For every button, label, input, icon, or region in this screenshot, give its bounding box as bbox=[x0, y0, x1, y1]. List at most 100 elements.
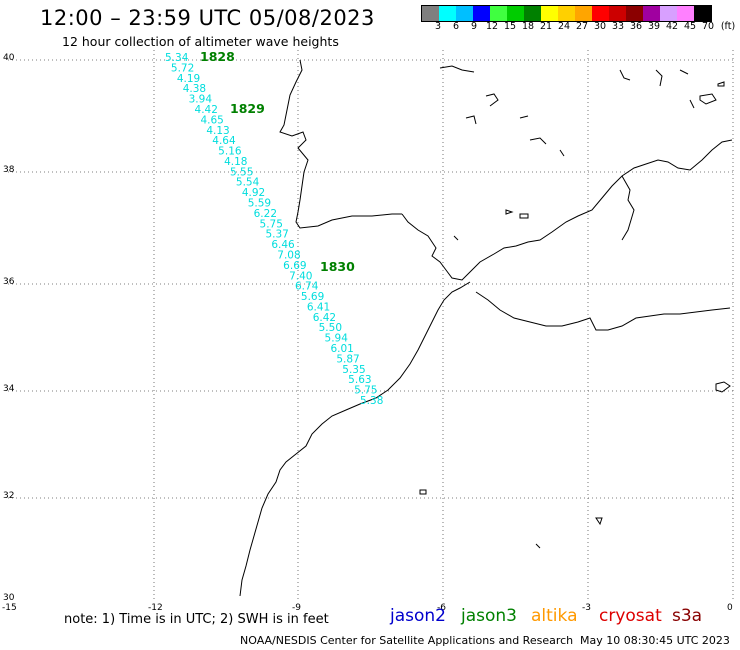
lat-label: 30 bbox=[3, 593, 15, 603]
coast-frag-4 bbox=[519, 115, 529, 119]
lat-label: 36 bbox=[3, 277, 15, 287]
wave-height-value: 5.63 bbox=[348, 374, 371, 386]
time-label: 1830 bbox=[320, 259, 355, 274]
coast-portugal bbox=[279, 59, 402, 229]
wave-height-value: 4.38 bbox=[183, 83, 206, 95]
colorbar-swatch bbox=[694, 6, 711, 21]
wave-height-value: 3.94 bbox=[189, 94, 213, 106]
wave-height-value: 4.19 bbox=[177, 73, 200, 85]
lon-label: -12 bbox=[148, 603, 163, 613]
wave-height-value: 5.34 bbox=[165, 52, 189, 64]
coast-frag-8 bbox=[619, 69, 631, 81]
colorbar-swatch bbox=[473, 6, 490, 21]
colorbar-tick: 15 bbox=[503, 21, 517, 32]
coast-frag-15 bbox=[453, 235, 459, 241]
lat-lon-grid bbox=[8, 50, 734, 600]
colorbar-swatch bbox=[541, 6, 558, 21]
wave-height-value: 5.35 bbox=[342, 364, 365, 376]
coast-spain-south bbox=[401, 139, 733, 281]
colorbar-tick: (ft) bbox=[720, 21, 736, 32]
time-label: 1829 bbox=[230, 101, 265, 116]
colorbar-tick: 39 bbox=[647, 21, 661, 32]
coastline bbox=[239, 59, 733, 597]
island-1 bbox=[505, 209, 514, 215]
footer-note: note: 1) Time is in UTC; 2) SWH is in fe… bbox=[64, 612, 329, 627]
wave-height-value: 4.18 bbox=[224, 156, 247, 168]
satellite-label-altika: altika bbox=[531, 606, 578, 626]
wave-height-value: 5.37 bbox=[265, 229, 288, 241]
colorbar-swatch bbox=[507, 6, 524, 21]
wave-height-value: 6.01 bbox=[330, 343, 353, 355]
wave-height-value: 5.75 bbox=[354, 385, 377, 397]
wave-height-value: 5.94 bbox=[325, 333, 349, 345]
lat-label: 32 bbox=[3, 491, 15, 501]
colorbar-tick: 3 bbox=[434, 21, 442, 32]
wave-height-value: 5.54 bbox=[236, 177, 260, 189]
lon-label: 0 bbox=[727, 603, 733, 613]
lon-label: -9 bbox=[292, 603, 301, 613]
colorbar-tick: 45 bbox=[683, 21, 697, 32]
coast-frag-10 bbox=[689, 99, 695, 109]
colorbar-tick: 27 bbox=[575, 21, 589, 32]
wave-height-value: 4.42 bbox=[195, 104, 218, 116]
lat-label: 40 bbox=[3, 53, 15, 63]
coast-algeria bbox=[475, 291, 731, 331]
wave-height-value: 5.72 bbox=[171, 62, 194, 74]
coast-frag-14 bbox=[535, 543, 541, 549]
credit-text: NOAA/NESDIS Center for Satellite Applica… bbox=[240, 634, 574, 647]
wave-height-value: 5.87 bbox=[336, 353, 359, 365]
colorbar-tick: 9 bbox=[470, 21, 478, 32]
colorbar-tick: 36 bbox=[629, 21, 643, 32]
colorbar-tick: 70 bbox=[701, 21, 715, 32]
satellite-label-jason3: jason3 bbox=[461, 606, 517, 626]
coast-frag-3 bbox=[465, 115, 477, 125]
colorbar-swatch bbox=[422, 6, 439, 21]
coast-frag-7 bbox=[655, 69, 663, 87]
wave-height-value: 4.65 bbox=[200, 114, 223, 126]
coast-frag-9 bbox=[679, 69, 689, 75]
wave-height-value: 5.69 bbox=[301, 291, 324, 303]
coast-frag-2 bbox=[485, 93, 499, 107]
wave-height-value: 5.55 bbox=[230, 166, 253, 178]
colorbar-swatch bbox=[456, 6, 473, 21]
colorbar-tick: 6 bbox=[452, 21, 460, 32]
wave-height-value: 7.08 bbox=[277, 249, 300, 261]
map-title: 12:00 – 23:59 UTC 05/08/2023 bbox=[40, 6, 375, 30]
island-majorca bbox=[699, 93, 717, 105]
coast-frag-12 bbox=[419, 489, 427, 495]
coast-spain-east bbox=[621, 175, 635, 241]
wave-height-value: 6.42 bbox=[313, 312, 336, 324]
satellite-label-jason2: jason2 bbox=[390, 606, 446, 626]
wave-height-value: 6.22 bbox=[254, 208, 277, 220]
colorbar-swatch bbox=[490, 6, 507, 21]
lon-label: -15 bbox=[2, 603, 17, 613]
coast-frag-13 bbox=[595, 517, 603, 526]
colorbar-swatch bbox=[609, 6, 626, 21]
lat-label: 38 bbox=[3, 165, 15, 175]
colorbar-swatch bbox=[558, 6, 575, 21]
colorbar-tick: 33 bbox=[611, 21, 625, 32]
wave-height-value: 5.16 bbox=[218, 146, 242, 158]
time-label: 1828 bbox=[200, 49, 235, 64]
colorbar-swatch bbox=[524, 6, 541, 21]
timestamp-text: May 10 08:30:45 UTC 2023 bbox=[580, 634, 730, 647]
island-2 bbox=[519, 213, 529, 219]
wave-height-value: 4.64 bbox=[212, 135, 236, 147]
wave-height-value: 7.40 bbox=[289, 270, 312, 282]
colorbar-tick: 30 bbox=[593, 21, 607, 32]
colorbar-tick: 18 bbox=[521, 21, 535, 32]
wave-height-value: 6.69 bbox=[283, 260, 306, 272]
colorbar-swatch bbox=[660, 6, 677, 21]
coast-morocco bbox=[239, 281, 471, 597]
satellite-label-cryosat: cryosat bbox=[599, 606, 662, 626]
colorbar-swatch bbox=[626, 6, 643, 21]
colorbar-swatch bbox=[575, 6, 592, 21]
lon-label: -6 bbox=[437, 603, 446, 613]
wave-height-value: 6.41 bbox=[307, 301, 330, 313]
lon-label: -3 bbox=[582, 603, 591, 613]
coast-frag-1 bbox=[439, 65, 475, 73]
wave-height-value: 5.59 bbox=[248, 198, 271, 210]
wave-height-value: 5.50 bbox=[319, 322, 342, 334]
satellite-label-s3a: s3a bbox=[672, 606, 703, 626]
